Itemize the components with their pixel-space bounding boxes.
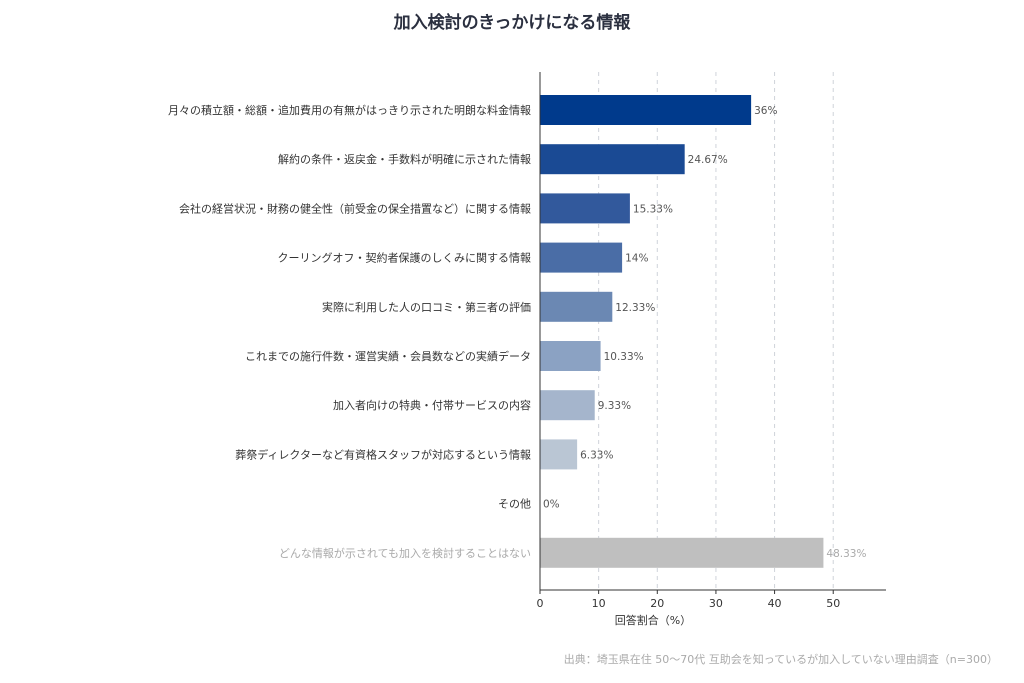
- category-label: 実際に利用した人の口コミ・第三者の評価: [322, 300, 531, 314]
- bar: [540, 144, 685, 175]
- category-label: これまでの施行件数・運営実績・会員数などの実績データ: [245, 349, 531, 363]
- category-labels: 月々の積立額・総額・追加費用の有無がはっきり示された明朗な料金情報解約の条件・返…: [168, 103, 531, 560]
- x-tick-label: 10: [592, 597, 606, 610]
- x-tick-label: 30: [709, 597, 723, 610]
- data-label: 48.33%: [826, 548, 866, 560]
- data-label: 24.67%: [688, 154, 728, 166]
- category-label: 解約の条件・返戻金・手数料が明確に示された情報: [278, 152, 531, 166]
- bar: [540, 439, 578, 470]
- data-label: 14%: [625, 253, 648, 265]
- grid-lines: [598, 72, 834, 590]
- category-label: どんな情報が示されても加入を検討することはない: [279, 546, 531, 560]
- category-label: 加入者向けの特典・付帯サービスの内容: [333, 398, 531, 412]
- x-tick-label: 50: [826, 597, 840, 610]
- value-labels: 36% 24.67% 15.33% 14% 12.33% 10.33% 9.33% 6.33%…: [543, 105, 866, 560]
- data-label: 0%: [543, 499, 560, 511]
- data-label: 6.33%: [580, 449, 613, 461]
- x-tick-label: 40: [768, 597, 782, 610]
- data-label: 9.33%: [598, 400, 631, 412]
- data-label: 10.33%: [604, 351, 644, 363]
- data-label: 12.33%: [615, 302, 655, 314]
- bar: [540, 193, 630, 224]
- x-axis-title: 回答割合（%）: [615, 613, 691, 627]
- bar: [540, 95, 752, 125]
- x-tick-label: 0: [537, 597, 544, 610]
- bar: [540, 242, 623, 273]
- bars: [540, 95, 824, 568]
- category-label: その他: [498, 498, 531, 511]
- category-label: 会社の経営状況・財務の健全性（前受金の保全措置など）に関する情報: [179, 201, 531, 215]
- x-tick-label: 20: [650, 597, 664, 610]
- source-note: 出典：埼玉県在住 50〜70代 互助会を知っているが加入していない理由調査（n=…: [563, 653, 998, 666]
- data-label: 36%: [754, 105, 777, 117]
- chart-title: 加入検討のきっかけになる情報: [393, 13, 631, 33]
- axes: 0 10 20 30 40 50: [537, 72, 886, 610]
- bar: [540, 291, 613, 322]
- category-label: 月々の積立額・総額・追加費用の有無がはっきり示された明朗な料金情報: [168, 103, 531, 117]
- bar: [540, 537, 824, 568]
- bar: [540, 390, 595, 421]
- category-label: クーリングオフ・契約者保護のしくみに関する情報: [278, 251, 531, 265]
- bar: [540, 341, 601, 371]
- category-label: 葬祭ディレクターなど有資格スタッフが対応するという情報: [235, 447, 531, 461]
- data-label: 15.33%: [633, 203, 673, 215]
